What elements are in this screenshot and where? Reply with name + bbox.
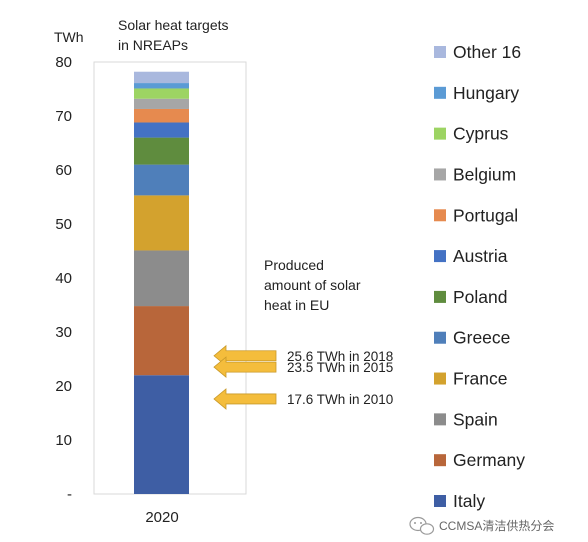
y-tick-label-1: 10 <box>55 432 72 449</box>
annotation-heading-line-2: amount of solar <box>264 277 361 293</box>
legend-swatch-italy <box>434 495 446 507</box>
chart-title-line-2: in NREAPs <box>118 37 188 53</box>
y-axis-title: TWh <box>54 29 84 45</box>
legend-swatch-portugal <box>434 209 446 222</box>
bar-segment-italy <box>134 375 189 494</box>
bar-segment-poland <box>134 137 189 165</box>
x-tick-label-2020: 2020 <box>145 509 178 526</box>
legend-label-greece: Greece <box>453 328 510 348</box>
y-axis-ticks: - 10 20 30 40 50 60 70 80 <box>55 54 72 503</box>
annotation-heading-line-1: Produced <box>264 257 324 273</box>
legend-label-austria: Austria <box>453 246 508 266</box>
bar-segment-greece <box>134 164 189 196</box>
annotation-label-1: 23.5 TWh in 2015 <box>287 360 393 375</box>
bar-segment-portugal <box>134 108 189 123</box>
legend-label-other-16: Other 16 <box>453 42 521 62</box>
bar-segments <box>134 71 189 494</box>
bar-segment-other-16 <box>134 71 189 84</box>
legend-label-italy: Italy <box>453 491 485 511</box>
y-tick-label-4: 40 <box>55 270 72 287</box>
watermark-text: CCMSA清洁供热分会 <box>439 519 554 533</box>
bar-segment-spain <box>134 250 189 307</box>
legend-swatch-belgium <box>434 168 446 181</box>
bar-segment-germany <box>134 306 189 376</box>
annotation-arrow-1 <box>213 356 277 378</box>
legend-swatch-cyprus <box>434 127 446 140</box>
chart-title-line-1: Solar heat targets <box>118 17 229 33</box>
annotation-label-2: 17.6 TWh in 2010 <box>287 392 393 407</box>
y-tick-label-7: 70 <box>55 108 72 125</box>
legend-swatch-hungary <box>434 86 446 99</box>
bar-segment-austria <box>134 122 189 138</box>
bar-segment-cyprus <box>134 88 189 99</box>
legend-label-hungary: Hungary <box>453 83 519 103</box>
y-tick-label-3: 30 <box>55 324 72 341</box>
bar-segment-hungary <box>134 83 189 89</box>
y-tick-label-5: 50 <box>55 216 72 233</box>
legend-swatch-france <box>434 372 446 385</box>
legend-swatch-other-16 <box>434 46 446 58</box>
annotation-heading-line-3: heat in EU <box>264 297 329 313</box>
legend-label-spain: Spain <box>453 409 498 429</box>
legend-swatch-germany <box>434 454 446 467</box>
annotation-label-0: 25.6 TWh in 2018 <box>287 349 393 364</box>
bar-segment-belgium <box>134 98 189 109</box>
legend-swatch-austria <box>434 250 446 263</box>
y-tick-label-0: - <box>67 486 72 503</box>
y-tick-label-6: 60 <box>55 162 72 179</box>
legend-label-cyprus: Cyprus <box>453 124 509 144</box>
legend-swatch-poland <box>434 290 446 303</box>
legend-label-france: France <box>453 369 507 389</box>
legend-swatch-greece <box>434 331 446 344</box>
legend-label-poland: Poland <box>453 287 508 307</box>
wechat-logo <box>409 516 435 535</box>
legend-label-germany: Germany <box>453 450 525 470</box>
bar-segment-france <box>134 195 189 251</box>
legend-label-portugal: Portugal <box>453 205 518 225</box>
y-tick-label-2: 20 <box>55 378 72 395</box>
annotation-arrow-2 <box>213 388 277 410</box>
legend: Other 16 Hungary Cyprus Belgium Portugal Aust… <box>434 42 525 511</box>
legend-label-belgium: Belgium <box>453 164 516 184</box>
y-tick-label-8: 80 <box>55 54 72 71</box>
legend-swatch-spain <box>434 413 446 426</box>
